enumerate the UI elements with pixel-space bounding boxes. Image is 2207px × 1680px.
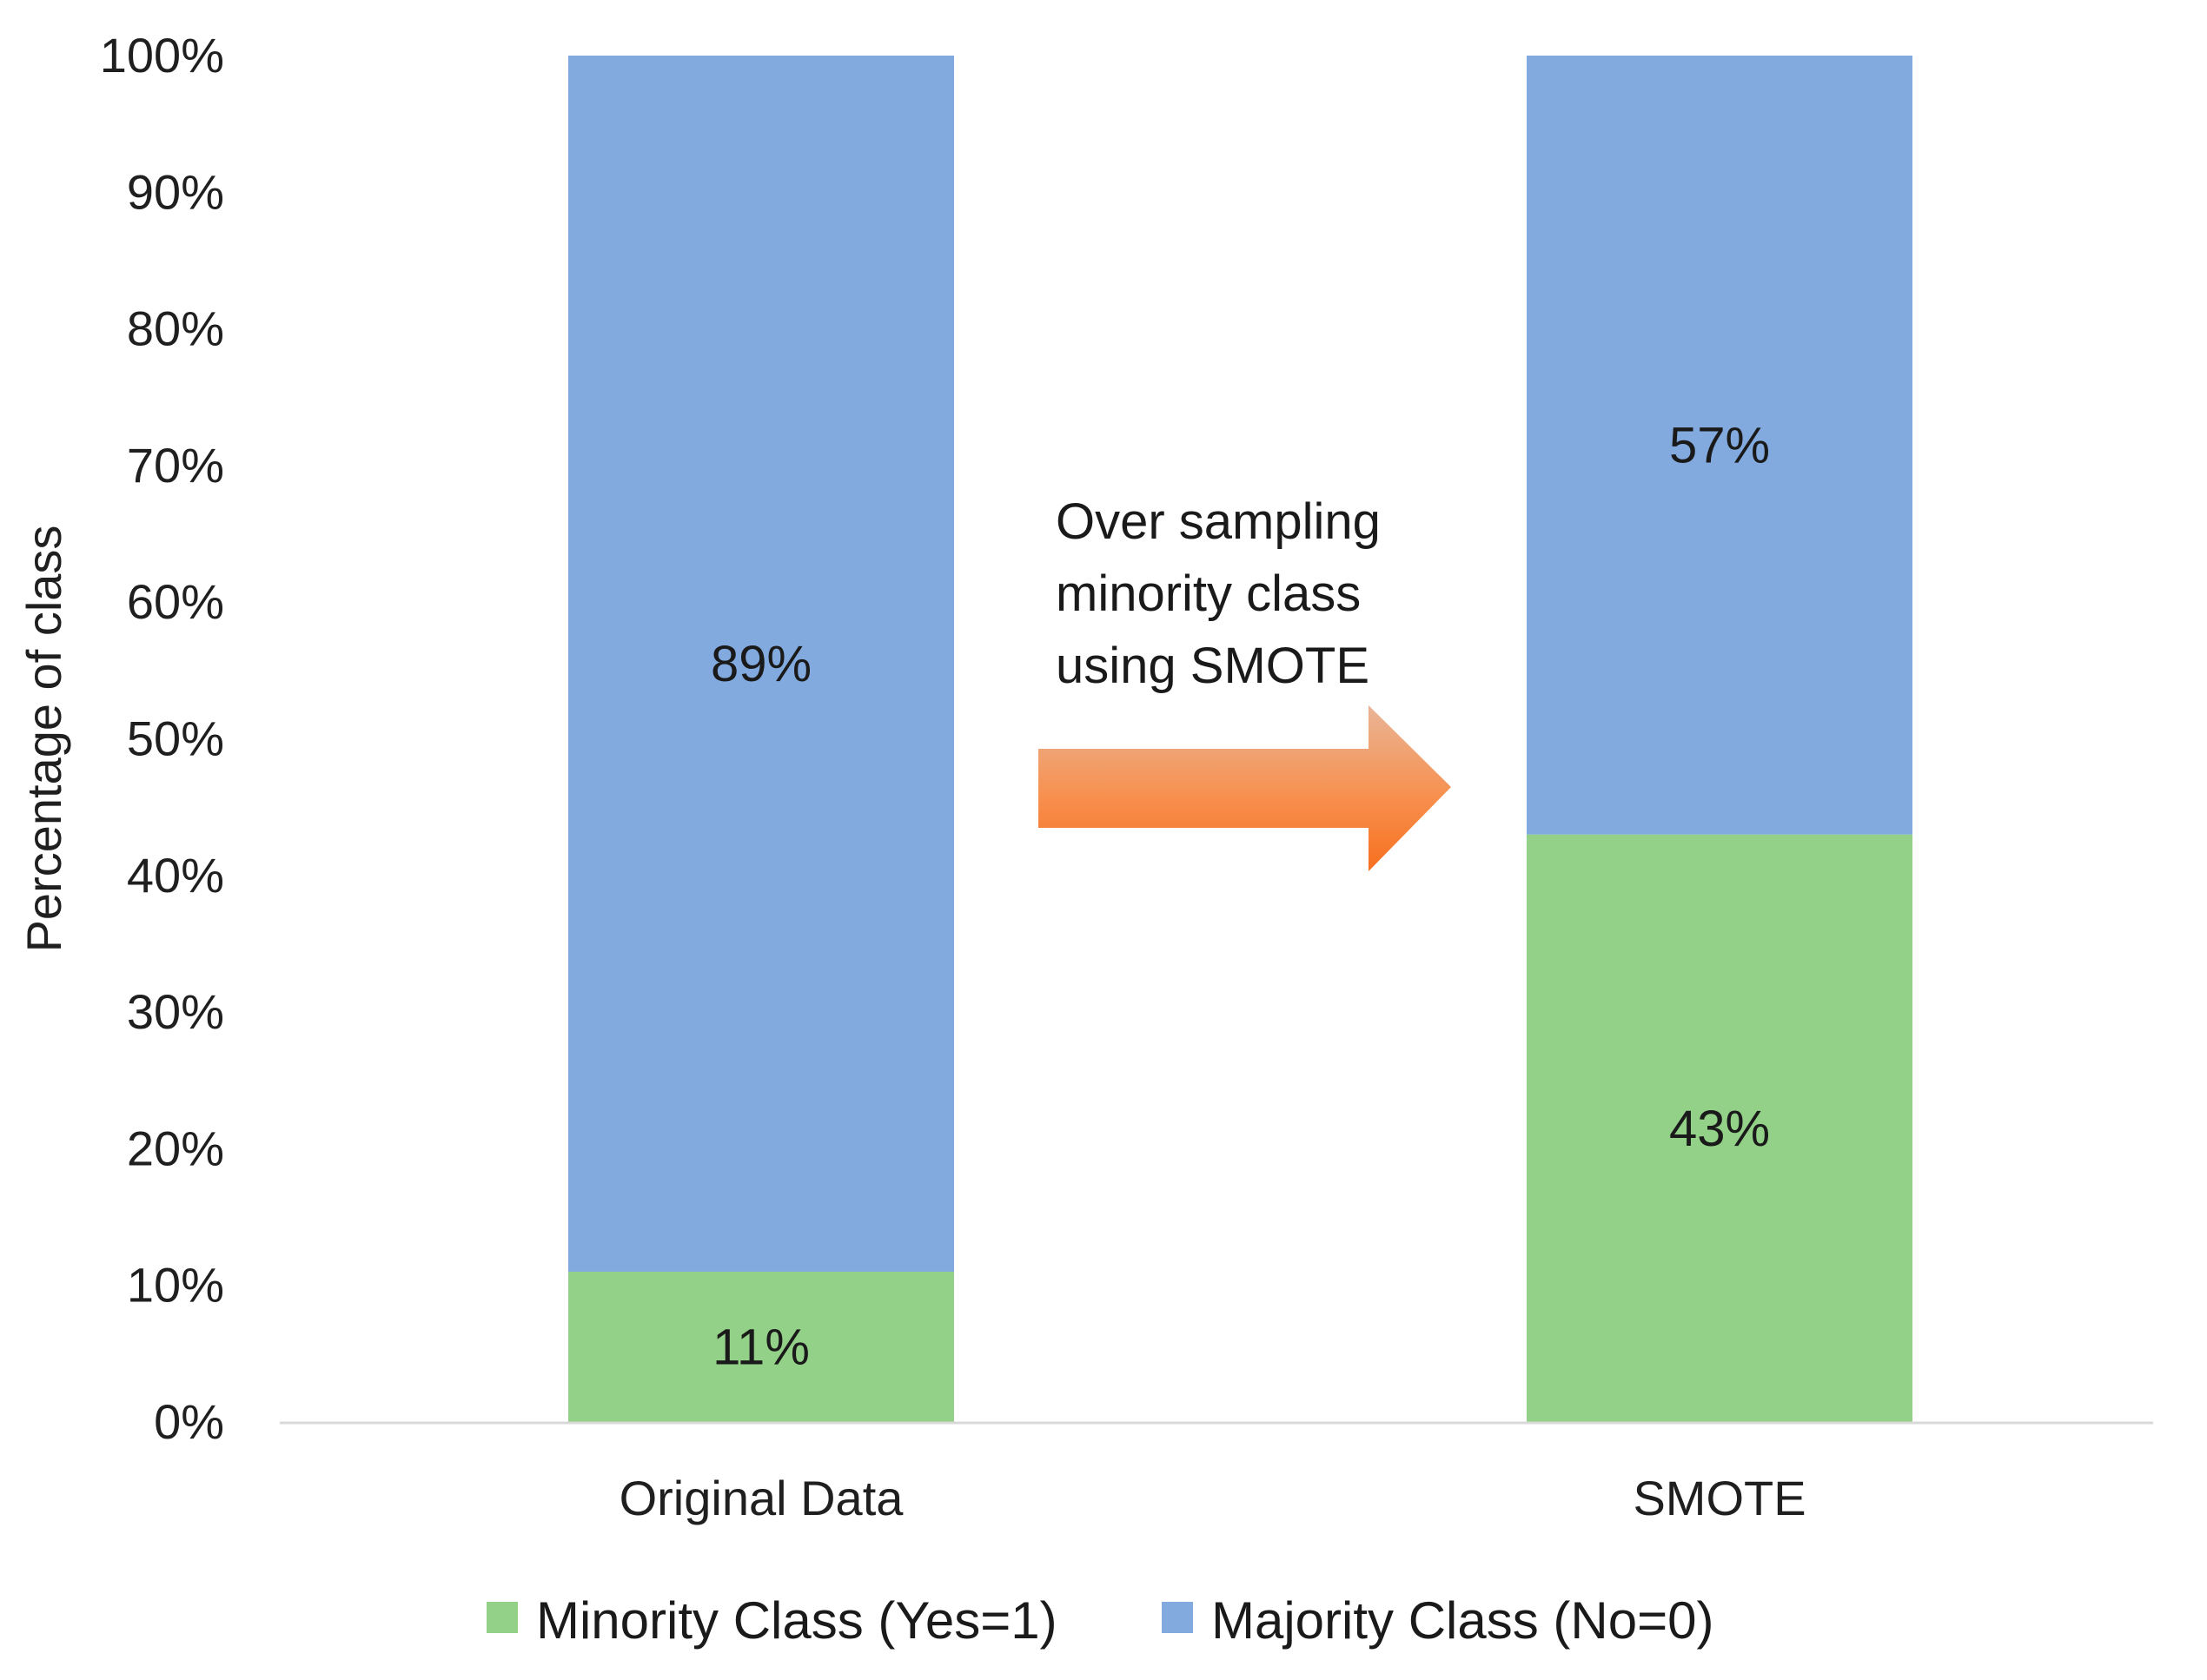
y-tick-label: 60% (127, 574, 224, 629)
right-arrow-icon (1038, 705, 1451, 871)
y-axis-tick-labels: 0% 10% 20% 30% 40% 50% 60% 70% 80% 90% 100% (100, 28, 224, 1449)
y-tick-label: 100% (100, 28, 224, 83)
x-tick-label: Original Data (620, 1471, 905, 1525)
y-tick-label: 40% (127, 848, 224, 903)
y-tick-label: 30% (127, 984, 224, 1039)
annotation-text: Over sampling minority class using SMOTE (1056, 493, 1381, 694)
x-axis-tick-labels: Original Data SMOTE (620, 1471, 1806, 1525)
legend-label: Majority Class (No=0) (1211, 1591, 1713, 1650)
data-label: 11% (712, 1319, 810, 1375)
y-tick-label: 70% (127, 438, 224, 493)
x-tick-label: SMOTE (1633, 1471, 1806, 1525)
y-axis-title: Percentage of class (17, 526, 71, 953)
annotation-line: using SMOTE (1056, 638, 1369, 694)
data-label: 89% (711, 636, 812, 692)
data-label-group: 11% 89% 43% 57% (711, 417, 1770, 1375)
y-tick-label: 90% (127, 164, 224, 219)
bar-segment (568, 56, 954, 1272)
y-tick-label: 0% (154, 1394, 224, 1449)
bar-stack-group (568, 56, 1912, 1422)
y-tick-label: 50% (127, 711, 224, 766)
y-tick-label: 80% (127, 301, 224, 356)
data-label: 43% (1669, 1101, 1770, 1157)
y-tick-label: 10% (127, 1258, 224, 1313)
legend-swatch (487, 1602, 518, 1633)
bar-segment (1527, 56, 1912, 835)
data-label: 57% (1669, 417, 1770, 473)
bar-segment (1527, 834, 1912, 1422)
annotation-line: Over sampling (1056, 493, 1381, 550)
legend: Minority Class (Yes=1) Majority Class (No… (487, 1591, 1713, 1650)
legend-swatch (1162, 1602, 1193, 1633)
bar-segment (568, 1271, 954, 1422)
annotation-group: Over sampling minority class using SMOTE (1038, 493, 1451, 871)
legend-label: Minority Class (Yes=1) (536, 1591, 1057, 1650)
annotation-line: minority class (1056, 566, 1361, 622)
y-tick-label: 20% (127, 1121, 224, 1175)
